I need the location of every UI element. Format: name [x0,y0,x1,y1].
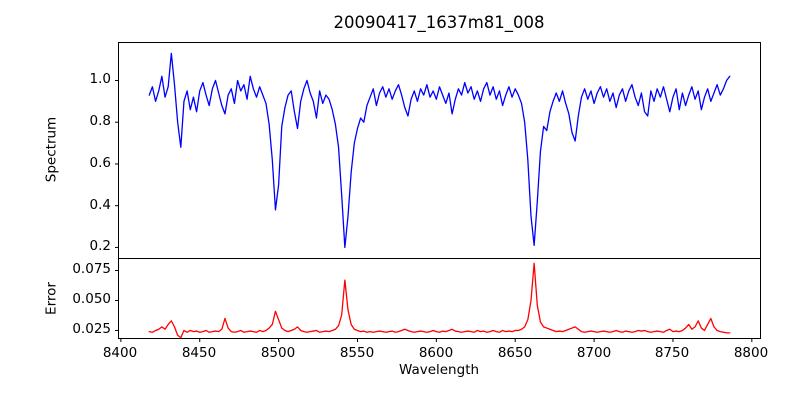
tick-marks [115,79,753,342]
xtick-8500: 8500 [260,345,296,361]
xtick-8400: 8400 [102,345,138,361]
x-axis-label: Wavelength [398,362,480,378]
error-axes [118,258,761,339]
xtick-8600: 8600 [418,345,454,361]
xtick-8650: 8650 [497,345,533,361]
xtick-8700: 8700 [576,345,612,361]
spectrum-axes [118,42,761,259]
xtick-8750: 8750 [654,345,690,361]
spectrum-ytick-1.0: 1.0 [89,71,111,87]
spectrum-line [148,52,731,249]
data-lines [148,52,731,339]
spectrum-y-axis-label: Spectrum [43,116,60,183]
error-ytick-0.050: 0.050 [72,291,111,307]
spectrum-ytick-0.2: 0.2 [89,238,111,254]
xtick-8800: 8800 [733,345,769,361]
error-y-axis-label: Error [43,282,60,315]
xtick-8450: 8450 [181,345,217,361]
error-line [148,262,731,339]
spectrum-ytick-0.6: 0.6 [89,155,111,171]
error-ytick-0.075: 0.075 [72,261,111,277]
xtick-8550: 8550 [339,345,375,361]
plot-title: 20090417_1637m81_008 [333,13,545,32]
error-ytick-0.025: 0.025 [72,321,111,337]
spectrum-ytick-0.8: 0.8 [89,113,111,129]
spectrum-ytick-0.4: 0.4 [89,197,111,213]
